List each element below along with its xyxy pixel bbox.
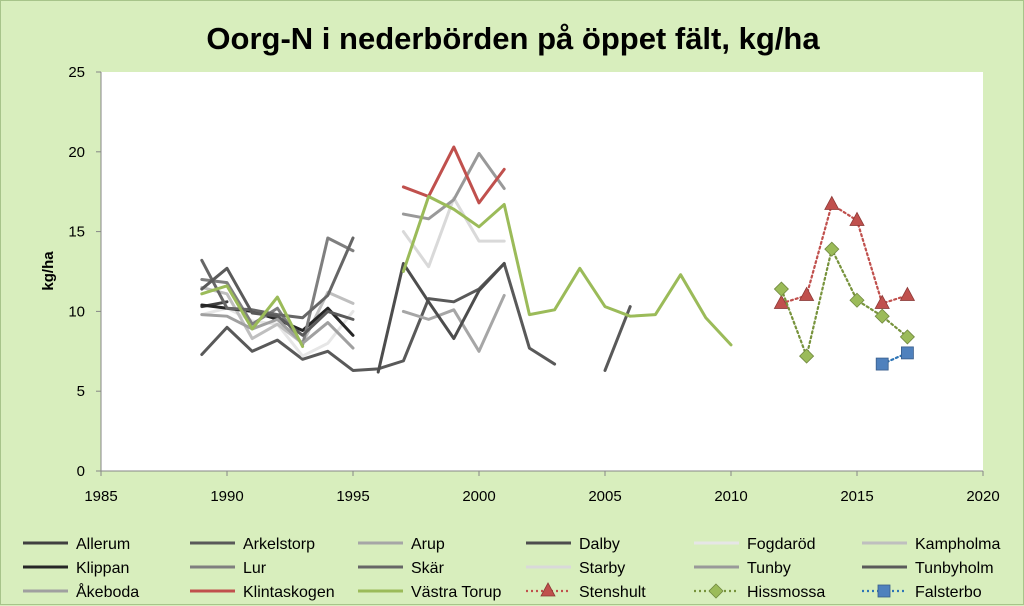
legend-marker [708,583,724,599]
series-line [200,236,355,320]
data-point [824,241,840,257]
series-line [200,313,355,350]
legend-label: Tunby [747,560,791,577]
legend-item: Arup [358,536,445,553]
series-line [401,145,506,205]
legend-item: Kampholma [862,536,1000,553]
legend-label: Arup [411,536,445,553]
legend: Allerum Arkelstorp Arup Dalby Fogdaröd Kampho… [23,536,1000,601]
legend-label: Dalby [579,536,620,553]
data-point [875,357,889,371]
y-tick-label: 15 [68,224,85,241]
series-tunbyholm [200,266,355,337]
series-falsterbo [875,346,914,371]
data-point [899,329,915,345]
data-point [824,195,840,210]
series-line [401,293,506,353]
data-point [798,286,815,301]
x-tick-label: 1995 [336,488,369,505]
series-line [401,194,733,347]
y-tick-label: 20 [68,144,85,161]
legend-label: Tunbyholm [915,560,994,577]
legend-item: Lur [190,560,267,577]
series-arup [401,293,506,353]
series-hissmossa [773,241,915,364]
legend-label: Stenshult [579,584,646,601]
legend-item: Åkeboda [23,582,139,601]
legend-label: Starby [579,560,625,577]
y-tick-label: 10 [68,303,85,320]
legend-item: Hissmossa [694,583,825,601]
legend-label: Fogdaröd [747,536,816,553]
data-point [901,346,914,360]
data-point [899,286,916,301]
x-tick-label: 2015 [840,488,873,505]
y-tick-label: 0 [77,463,85,480]
legend-label: Hissmossa [747,584,825,601]
legend-item: Fogdaröd [694,536,816,553]
series-västra-torup [200,194,733,349]
x-tick-label: 2020 [966,488,999,505]
legend-marker [877,584,891,598]
x-tick-label: 2005 [588,488,621,505]
data-point [849,292,865,308]
y-tick-label: 5 [77,383,85,400]
x-tick-label: 2010 [714,488,747,505]
legend-label: Klippan [76,560,129,577]
x-tick-label: 2000 [462,488,495,505]
legend-label: Kampholma [915,536,1000,553]
series-line [780,248,909,358]
legend-label: Lur [243,560,267,577]
legend-label: Åkeboda [76,582,139,601]
series-line [200,284,305,349]
chart-title: Oorg-N i nederbörden på öppet fält, kg/h… [206,21,820,56]
legend-item: Skär [358,560,445,577]
data-point [874,294,890,309]
data-point [874,308,890,324]
series-åkeboda [200,313,355,350]
data-point [773,294,790,309]
data-point [799,348,815,364]
legend-label: Skär [411,560,445,577]
legend-marker [540,582,556,597]
series-lur [200,236,355,347]
x-tick-label: 1985 [84,488,117,505]
legend-label: Arkelstorp [243,536,315,553]
series-line [200,266,355,337]
legend-item: Klippan [23,560,129,577]
y-axis-label: kg/ha [40,251,57,291]
legend-item: Falsterbo [862,584,982,601]
legend-item: Klintaskogen [190,584,335,601]
legend-item: Arkelstorp [190,536,315,553]
axes: 0 5 10 15 20 25 1985 1990 1995 2000 2005 2010 2015 20… [68,64,999,505]
legend-item: Tunbyholm [862,560,994,577]
series-skär [200,236,355,320]
legend-label: Västra Torup [411,584,502,601]
plot-area [101,72,983,471]
legend-item: Dalby [526,536,620,553]
legend-item: Västra Torup [358,584,502,601]
legend-label: Falsterbo [915,584,982,601]
y-tick-label: 25 [68,64,85,81]
legend-label: Klintaskogen [243,584,335,601]
data-point [773,281,789,297]
series-line [200,236,355,347]
legend-item: Allerum [23,536,130,553]
legend-item: Stenshult [526,582,646,601]
legend-item: Tunby [694,560,791,577]
series-line [603,305,632,372]
series-layer [200,145,916,374]
legend-label: Allerum [76,536,130,553]
data-point [849,211,865,226]
series-dalby [376,262,506,374]
series-klintaskogen [401,145,506,205]
series-line [376,262,506,374]
x-tick-label: 1990 [210,488,243,505]
series-stenshult [773,195,916,309]
legend-item: Starby [526,560,625,577]
